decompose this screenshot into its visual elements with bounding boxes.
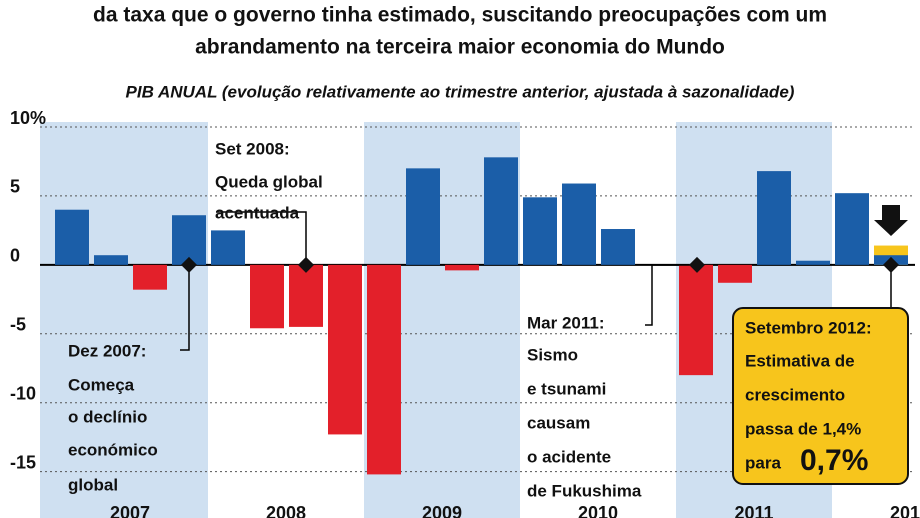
marker xyxy=(181,256,197,273)
annotation: passa de 1,4% xyxy=(745,419,861,438)
annotation: Mar 2011: xyxy=(527,313,605,332)
annotation: Começa xyxy=(68,375,135,394)
bar xyxy=(328,264,362,435)
marker xyxy=(883,256,899,273)
bar xyxy=(289,264,323,327)
bar xyxy=(601,229,635,265)
annotation: Estimativa de xyxy=(745,351,855,370)
annotation: Setembro 2012: xyxy=(745,318,872,337)
year-label: 2009 xyxy=(422,503,462,518)
year-label: 2008 xyxy=(266,503,306,518)
annotation: o declínio xyxy=(68,407,147,426)
annotation: causam xyxy=(527,413,590,432)
annotation: Dez 2007: xyxy=(68,341,146,360)
marker xyxy=(689,256,705,273)
connector xyxy=(180,265,190,351)
bar xyxy=(757,171,791,265)
annotation: para xyxy=(745,453,781,472)
annotation-box xyxy=(732,307,909,485)
marker xyxy=(298,256,314,273)
y-tick-label: -5 xyxy=(10,315,26,335)
bar xyxy=(133,264,167,290)
connector xyxy=(645,264,697,326)
annotation: e tsunami xyxy=(527,379,606,398)
arrow xyxy=(874,205,908,236)
bar xyxy=(250,264,284,329)
bar xyxy=(94,255,128,265)
bar xyxy=(718,264,752,283)
background: -15 -10 -5 0 5 10% xyxy=(10,108,915,518)
annotation: global xyxy=(68,475,118,494)
bar xyxy=(523,197,557,265)
bar xyxy=(367,264,401,475)
title-line: abrandamento na terceira maior economia … xyxy=(195,36,725,59)
y-tick-label: -15 xyxy=(10,452,36,472)
annotation: o acidente xyxy=(527,447,611,466)
y-tick-label: 5 xyxy=(10,177,20,197)
bar xyxy=(679,264,713,376)
bar xyxy=(55,209,89,265)
bar xyxy=(562,183,596,265)
title-line: da taxa que o governo tinha estimado, su… xyxy=(93,4,827,27)
annotation: económico xyxy=(68,440,158,459)
y-tick-label: -10 xyxy=(10,383,36,403)
y-tick-label: 10% xyxy=(10,108,46,128)
year-label: 2010 xyxy=(578,503,618,518)
year-shade xyxy=(40,122,208,518)
bar xyxy=(172,215,206,265)
annotation: Set 2008: xyxy=(215,139,290,158)
annotation-value: 0,7% xyxy=(800,444,868,477)
bar xyxy=(796,260,830,265)
year-label: 2012 xyxy=(890,503,920,518)
subtitle: PIB ANUAL (evolução relativamente ao tri… xyxy=(126,82,795,101)
connector xyxy=(216,211,307,265)
annotation: de Fukushima xyxy=(527,481,642,500)
year-label: 2011 xyxy=(734,503,773,518)
annotation: Sismo xyxy=(527,345,578,364)
bar xyxy=(406,168,440,265)
annotation: Queda global xyxy=(215,172,323,191)
annotation: crescimento xyxy=(745,385,845,404)
y-tick-label: 0 xyxy=(10,246,20,266)
bar xyxy=(484,157,518,265)
annotation: acentuada xyxy=(215,203,300,222)
bar xyxy=(835,193,869,265)
bar xyxy=(445,264,479,271)
year-label: 2007 xyxy=(110,503,150,518)
bar xyxy=(211,230,245,265)
